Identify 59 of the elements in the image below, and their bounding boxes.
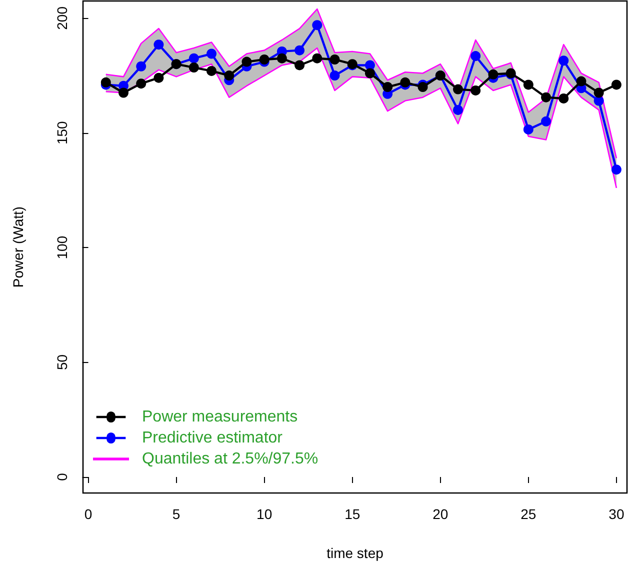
point bbox=[382, 82, 393, 92]
point bbox=[188, 53, 199, 64]
point bbox=[294, 45, 305, 56]
point bbox=[136, 61, 146, 72]
point bbox=[558, 56, 569, 66]
point bbox=[224, 70, 234, 81]
legend-label: Power measurements bbox=[142, 408, 298, 426]
x-tick-label: 5 bbox=[172, 506, 180, 522]
x-tick-label: 0 bbox=[84, 506, 92, 522]
point bbox=[611, 164, 622, 175]
point bbox=[453, 84, 463, 94]
x-tick-label: 15 bbox=[344, 506, 360, 522]
point bbox=[541, 92, 552, 102]
point bbox=[523, 80, 534, 90]
point bbox=[118, 88, 128, 98]
point bbox=[154, 40, 164, 50]
point bbox=[611, 80, 622, 90]
point bbox=[154, 72, 164, 83]
point bbox=[330, 70, 340, 81]
point bbox=[206, 48, 217, 59]
point bbox=[470, 51, 481, 62]
y-axis-title: Power (Watt) bbox=[10, 206, 26, 288]
point bbox=[312, 53, 322, 64]
point bbox=[364, 68, 375, 78]
line-series bbox=[105, 8, 618, 159]
point bbox=[453, 104, 463, 115]
x-tick-label: 20 bbox=[432, 506, 448, 522]
point bbox=[188, 62, 199, 73]
point bbox=[576, 76, 586, 86]
point bbox=[242, 56, 252, 67]
point bbox=[594, 88, 604, 98]
y-tick-label: 0 bbox=[54, 472, 70, 481]
x-tick-label: 10 bbox=[256, 506, 272, 522]
point bbox=[206, 66, 217, 76]
point bbox=[488, 69, 498, 80]
point bbox=[312, 20, 322, 30]
y-tick-label: 100 bbox=[54, 236, 70, 260]
point bbox=[259, 54, 270, 64]
legend-label: Predictive estimator bbox=[142, 430, 284, 446]
point bbox=[558, 93, 569, 104]
point bbox=[523, 124, 534, 134]
point bbox=[364, 60, 375, 70]
point bbox=[400, 77, 410, 88]
legend-label: Quantiles at 2.5%/97.5% bbox=[142, 450, 318, 468]
point bbox=[136, 78, 146, 89]
point bbox=[100, 77, 111, 88]
line-series bbox=[105, 47, 618, 189]
y-tick-label: 150 bbox=[54, 120, 70, 145]
y-tick-label: 50 bbox=[54, 354, 70, 370]
y-tick-label: 200 bbox=[54, 6, 70, 30]
x-axis-title: time step bbox=[326, 545, 384, 561]
x-tick-label: 30 bbox=[608, 506, 624, 522]
x-tick-label: 25 bbox=[520, 506, 536, 522]
point bbox=[470, 85, 481, 96]
point bbox=[276, 53, 287, 64]
point bbox=[294, 60, 305, 70]
point bbox=[541, 116, 552, 126]
point bbox=[418, 82, 428, 92]
point bbox=[330, 54, 340, 64]
